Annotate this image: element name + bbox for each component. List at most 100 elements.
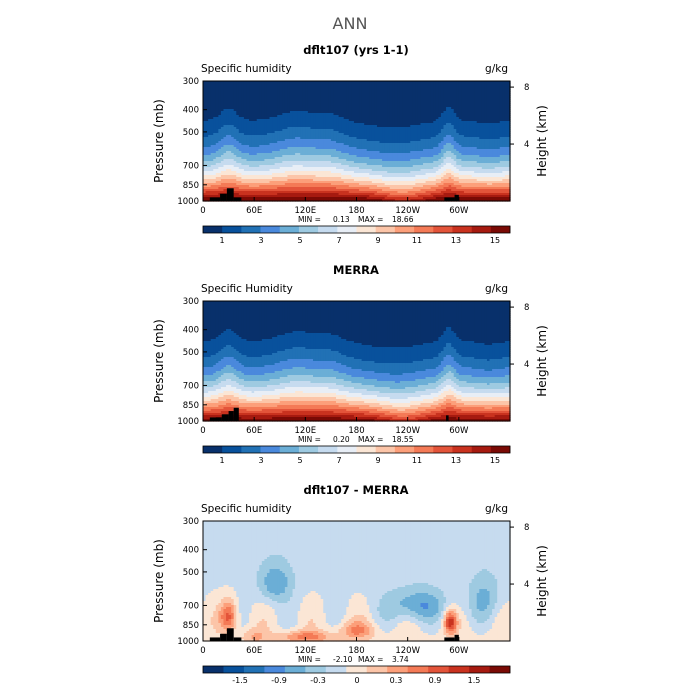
contour-cell (369, 111, 373, 114)
contour-cell (497, 135, 501, 138)
contour-cell (371, 103, 376, 106)
contour-cell (507, 149, 511, 152)
contour-cell (231, 93, 235, 96)
contour-cell (346, 155, 350, 158)
contour-cell (208, 119, 212, 122)
contour-cell (469, 85, 473, 88)
contour-cell (307, 125, 312, 128)
contour-cell (228, 121, 232, 124)
contour-cell (499, 131, 503, 134)
contour-cell (361, 157, 365, 160)
contour-cell (497, 153, 501, 156)
contour-cell (220, 123, 225, 126)
contour-cell (313, 155, 317, 158)
contour-cell (451, 99, 455, 102)
contour-cell (292, 131, 296, 134)
contour-cell (343, 127, 347, 130)
contour-cell (292, 115, 296, 118)
contour-cell (364, 139, 368, 142)
contour-cell (423, 87, 427, 90)
contour-cell (292, 93, 296, 96)
contour-cell (486, 93, 491, 96)
contour-cell (254, 105, 258, 108)
contour-cell (438, 89, 442, 92)
contour-cell (499, 103, 503, 106)
contour-cell (374, 119, 378, 122)
contour-cell (366, 143, 370, 146)
contour-cell (466, 135, 470, 138)
contour-cell (430, 139, 434, 142)
contour-cell (246, 97, 250, 100)
contour-cell (231, 119, 235, 122)
contour-cell (338, 101, 342, 104)
contour-cell (238, 109, 242, 112)
contour-cell (486, 101, 491, 104)
contour-cell (272, 133, 276, 136)
contour-cell (481, 83, 486, 86)
contour-cell (361, 155, 365, 158)
contour-cell (369, 147, 373, 150)
contour-cell (292, 119, 296, 122)
contour-cell (259, 131, 263, 134)
contour-cell (328, 143, 332, 146)
contour-cell (438, 127, 442, 130)
contour-cell (274, 123, 278, 126)
contour-cell (223, 129, 227, 132)
contour-cell (430, 91, 434, 94)
contour-cell (384, 97, 388, 100)
contour-cell (282, 87, 286, 90)
contour-cell (256, 95, 260, 98)
contour-cell (269, 81, 273, 84)
contour-cell (469, 127, 473, 130)
contour-cell (287, 87, 291, 90)
contour-cell (266, 123, 271, 126)
contour-cell (499, 127, 503, 130)
contour-cell (389, 121, 393, 124)
contour-cell (384, 127, 388, 130)
contour-cell (476, 131, 480, 134)
contour-cell (481, 119, 486, 122)
contour-cell (297, 125, 301, 128)
contour-cell (336, 127, 340, 130)
contour-cell (274, 135, 278, 138)
contour-cell (341, 141, 345, 144)
contour-cell (333, 141, 337, 144)
contour-cell (282, 113, 286, 116)
contour-cell (507, 145, 511, 148)
contour-cell (297, 119, 301, 122)
contour-cell (412, 107, 416, 110)
contour-cell (453, 153, 457, 156)
contour-cell (323, 113, 327, 116)
contour-cell (210, 121, 214, 124)
contour-cell (415, 85, 419, 88)
contour-cell (469, 87, 473, 90)
contour-cell (277, 103, 281, 106)
contour-cell (476, 103, 480, 106)
contour-cell (272, 93, 276, 96)
contour-cell (215, 143, 219, 146)
contour-cell (507, 129, 511, 132)
contour-cell (356, 149, 360, 152)
contour-cell (489, 91, 493, 94)
contour-cell (361, 129, 365, 132)
contour-cell (463, 153, 468, 156)
contour-cell (489, 151, 493, 154)
contour-cell (256, 105, 260, 108)
contour-cell (254, 103, 258, 106)
contour-cell (261, 93, 265, 96)
contour-cell (208, 117, 212, 120)
contour-cell (458, 101, 462, 104)
contour-cell (208, 109, 212, 112)
contour-cell (203, 103, 207, 106)
contour-cell (310, 135, 314, 138)
contour-cell (448, 115, 452, 118)
contour-cell (507, 147, 511, 150)
contour-cell (387, 87, 391, 90)
contour-cell (259, 81, 263, 84)
contour-cell (497, 133, 501, 136)
contour-cell (379, 157, 383, 160)
contour-cell (412, 121, 416, 124)
contour-cell (479, 97, 483, 100)
contour-cell (318, 83, 322, 86)
contour-cell (479, 119, 483, 122)
